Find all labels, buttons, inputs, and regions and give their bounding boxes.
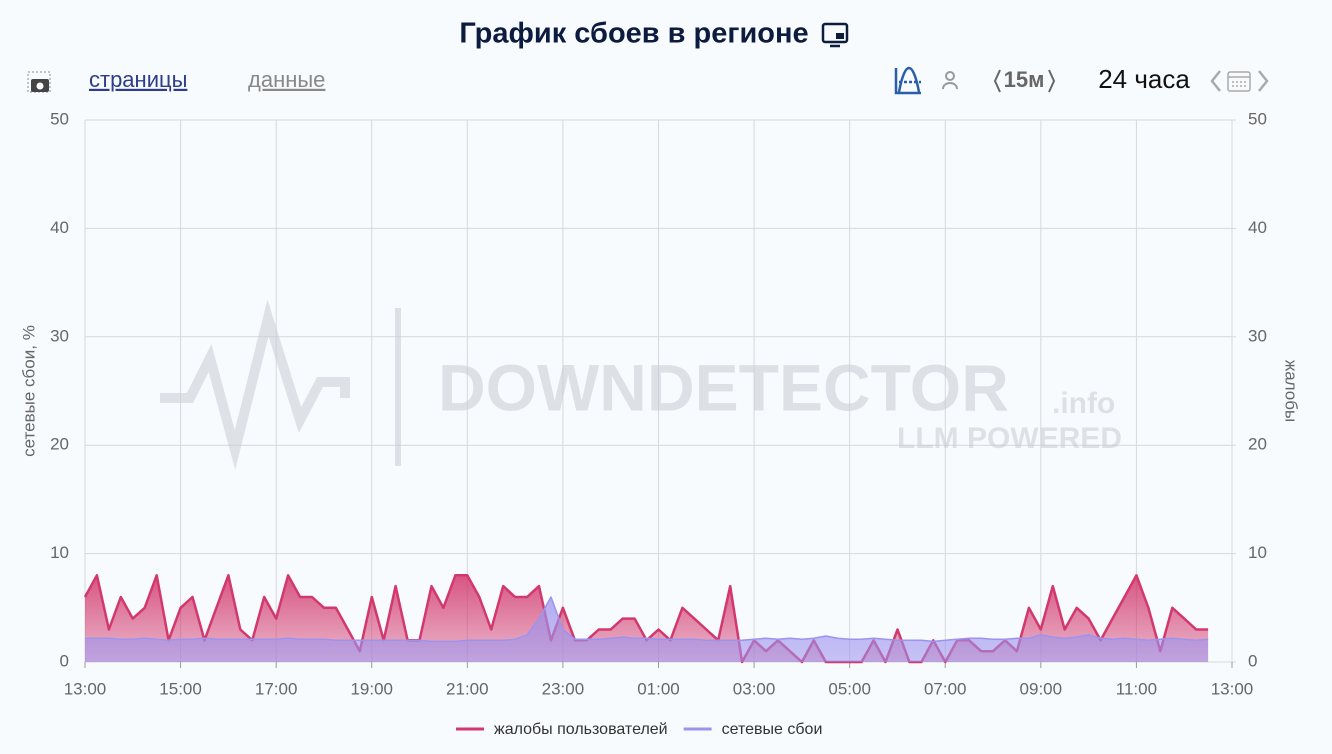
y-tick-label: 40 [50, 218, 69, 237]
x-tick-label: 11:00 [1116, 679, 1157, 698]
x-tick-label: 01:00 [637, 679, 680, 698]
x-tick-label: 13:00 [64, 679, 107, 698]
series-line [85, 596, 1209, 643]
x-tick-label: 17:00 [255, 679, 298, 698]
legend-label: сетевые сбои [722, 721, 823, 738]
y-tick-label: 10 [50, 543, 69, 562]
y2-tick-label: 30 [1248, 326, 1267, 345]
x-tick-label: 21:00 [446, 679, 489, 698]
legend-label: жалобы пользователей [494, 721, 668, 738]
y-tick-label: 20 [50, 435, 69, 454]
x-tick-label: 23:00 [542, 679, 585, 698]
tab-data[interactable]: данные [248, 67, 325, 92]
y-tick-label: 0 [60, 651, 69, 670]
user-icon[interactable] [942, 71, 958, 90]
calendar-icon[interactable] [1227, 71, 1251, 92]
series-area [85, 597, 1209, 662]
x-tick-label: 07:00 [924, 679, 967, 698]
monitor-icon [821, 22, 849, 48]
legend: жалобы пользователей сетевые сбои [456, 721, 822, 738]
y2-axis-label: жалобы [1282, 360, 1301, 422]
y2-tick-label: 0 [1248, 651, 1257, 670]
y2-tick-label: 40 [1248, 218, 1267, 237]
chart-mode-icon[interactable] [894, 67, 921, 95]
prev-button[interactable] [1210, 70, 1221, 92]
chart-title: График сбоев в регионе [459, 18, 808, 50]
x-tick-label: 05:00 [828, 679, 871, 698]
range[interactable]: 24 часа [1098, 64, 1190, 94]
tab-pages[interactable]: страницы [89, 67, 187, 92]
x-tick-label: 09:00 [1020, 679, 1063, 698]
interval-bracket[interactable] [993, 69, 1001, 93]
watermark-brand: DOWNDETECTOR [438, 350, 1009, 424]
y2-tick-label: 10 [1248, 543, 1267, 562]
watermark: DOWNDETECTOR .info LLM POWERED [160, 299, 1122, 470]
interval[interactable]: 15м [1004, 67, 1045, 92]
x-tick-label: 03:00 [733, 679, 776, 698]
y-axis-label: сетевые сбои, % [19, 325, 38, 457]
watermark-tagline: LLM POWERED [897, 422, 1122, 455]
x-tick-label: 15:00 [159, 679, 202, 698]
x-tick-label: 13:00 [1211, 679, 1254, 698]
screenshot-icon[interactable] [27, 71, 51, 93]
y2-tick-label: 50 [1248, 109, 1267, 128]
data-layer [83, 574, 1209, 664]
watermark-suffix: .info [1052, 387, 1115, 420]
x-tick-label: 19:00 [350, 679, 393, 698]
interval-bracket[interactable] [1048, 69, 1056, 93]
y-tick-label: 50 [50, 109, 69, 128]
y2-tick-label: 20 [1248, 435, 1267, 454]
next-button[interactable] [1258, 70, 1269, 92]
y-tick-label: 30 [50, 326, 69, 345]
